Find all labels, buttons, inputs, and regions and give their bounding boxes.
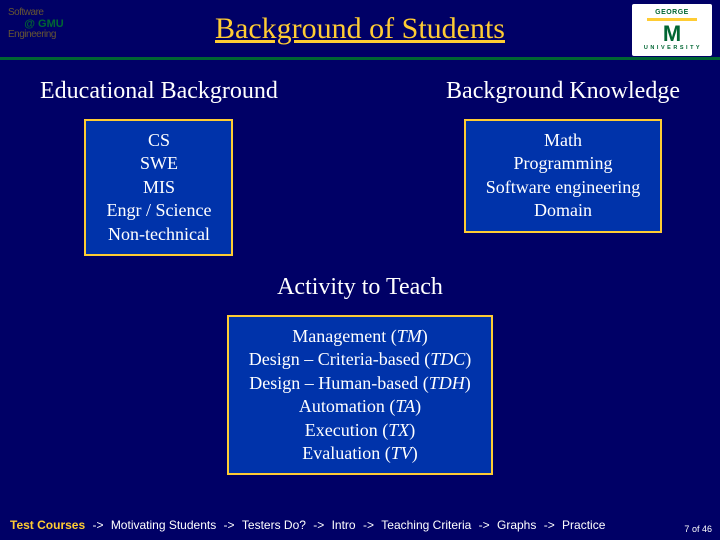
page-number: 7 of 46 bbox=[684, 524, 712, 534]
nav-item[interactable]: Intro bbox=[332, 518, 356, 532]
left-heading: Educational Background bbox=[40, 78, 278, 105]
nav-arrow-icon: -> bbox=[89, 518, 107, 532]
center-section: Activity to Teach Management (TM)Design … bbox=[0, 274, 720, 475]
box-line: Management (TM) bbox=[249, 325, 471, 348]
box-line: Programming bbox=[486, 152, 640, 175]
mason-logo: GEORGE M U N I V E R S I T Y bbox=[632, 4, 712, 56]
box-line: Automation (TA) bbox=[249, 395, 471, 418]
box-line: Execution (TX) bbox=[249, 419, 471, 442]
footer-nav: Test Courses -> Motivating Students -> T… bbox=[10, 518, 710, 532]
box-line: CS bbox=[106, 129, 211, 152]
center-heading: Activity to Teach bbox=[277, 274, 443, 301]
box-line: Domain bbox=[486, 199, 640, 222]
right-box: MathProgrammingSoftware engineeringDomai… bbox=[464, 119, 662, 233]
left-column: Educational Background CSSWEMISEngr / Sc… bbox=[40, 78, 278, 256]
box-line: Evaluation (TV) bbox=[249, 442, 471, 465]
header: Software @ GMU Engineering Background of… bbox=[0, 0, 720, 60]
logo-left: Software @ GMU Engineering bbox=[8, 8, 80, 54]
box-line: Math bbox=[486, 129, 640, 152]
box-line: Software engineering bbox=[486, 176, 640, 199]
mason-text-bottom: U N I V E R S I T Y bbox=[644, 45, 700, 51]
page-current: 7 bbox=[684, 524, 689, 534]
nav-item[interactable]: Teaching Criteria bbox=[381, 518, 471, 532]
mason-text-top: GEORGE bbox=[655, 9, 689, 17]
nav-item[interactable]: Graphs bbox=[497, 518, 536, 532]
nav-arrow-icon: -> bbox=[360, 518, 378, 532]
page-sep: of bbox=[692, 524, 700, 534]
box-line: SWE bbox=[106, 152, 211, 175]
nav-item[interactable]: Motivating Students bbox=[111, 518, 216, 532]
nav-arrow-icon: -> bbox=[475, 518, 493, 532]
box-line: Engr / Science bbox=[106, 199, 211, 222]
nav-item[interactable]: Testers Do? bbox=[242, 518, 306, 532]
nav-item[interactable]: Practice bbox=[562, 518, 605, 532]
box-line: Design – Criteria-based (TDC) bbox=[249, 348, 471, 371]
box-line: MIS bbox=[106, 176, 211, 199]
logo-left-decoration: Software bbox=[8, 8, 80, 18]
page-total: 46 bbox=[702, 524, 712, 534]
center-box: Management (TM)Design – Criteria-based (… bbox=[227, 315, 493, 475]
nav-arrow-icon: -> bbox=[310, 518, 328, 532]
mason-m-icon: M bbox=[663, 23, 681, 45]
right-heading: Background Knowledge bbox=[446, 78, 680, 105]
slide-title: Background of Students bbox=[0, 0, 720, 46]
nav-arrow-icon: -> bbox=[540, 518, 558, 532]
nav-arrow-icon: -> bbox=[220, 518, 238, 532]
box-line: Non-technical bbox=[106, 223, 211, 246]
box-line: Design – Human-based (TDH) bbox=[249, 372, 471, 395]
logo-left-decoration2: Engineering bbox=[8, 30, 80, 40]
left-box: CSSWEMISEngr / ScienceNon-technical bbox=[84, 119, 233, 256]
nav-item[interactable]: Test Courses bbox=[10, 518, 85, 532]
right-column: Background Knowledge MathProgrammingSoft… bbox=[446, 78, 680, 256]
top-row: Educational Background CSSWEMISEngr / Sc… bbox=[0, 60, 720, 256]
